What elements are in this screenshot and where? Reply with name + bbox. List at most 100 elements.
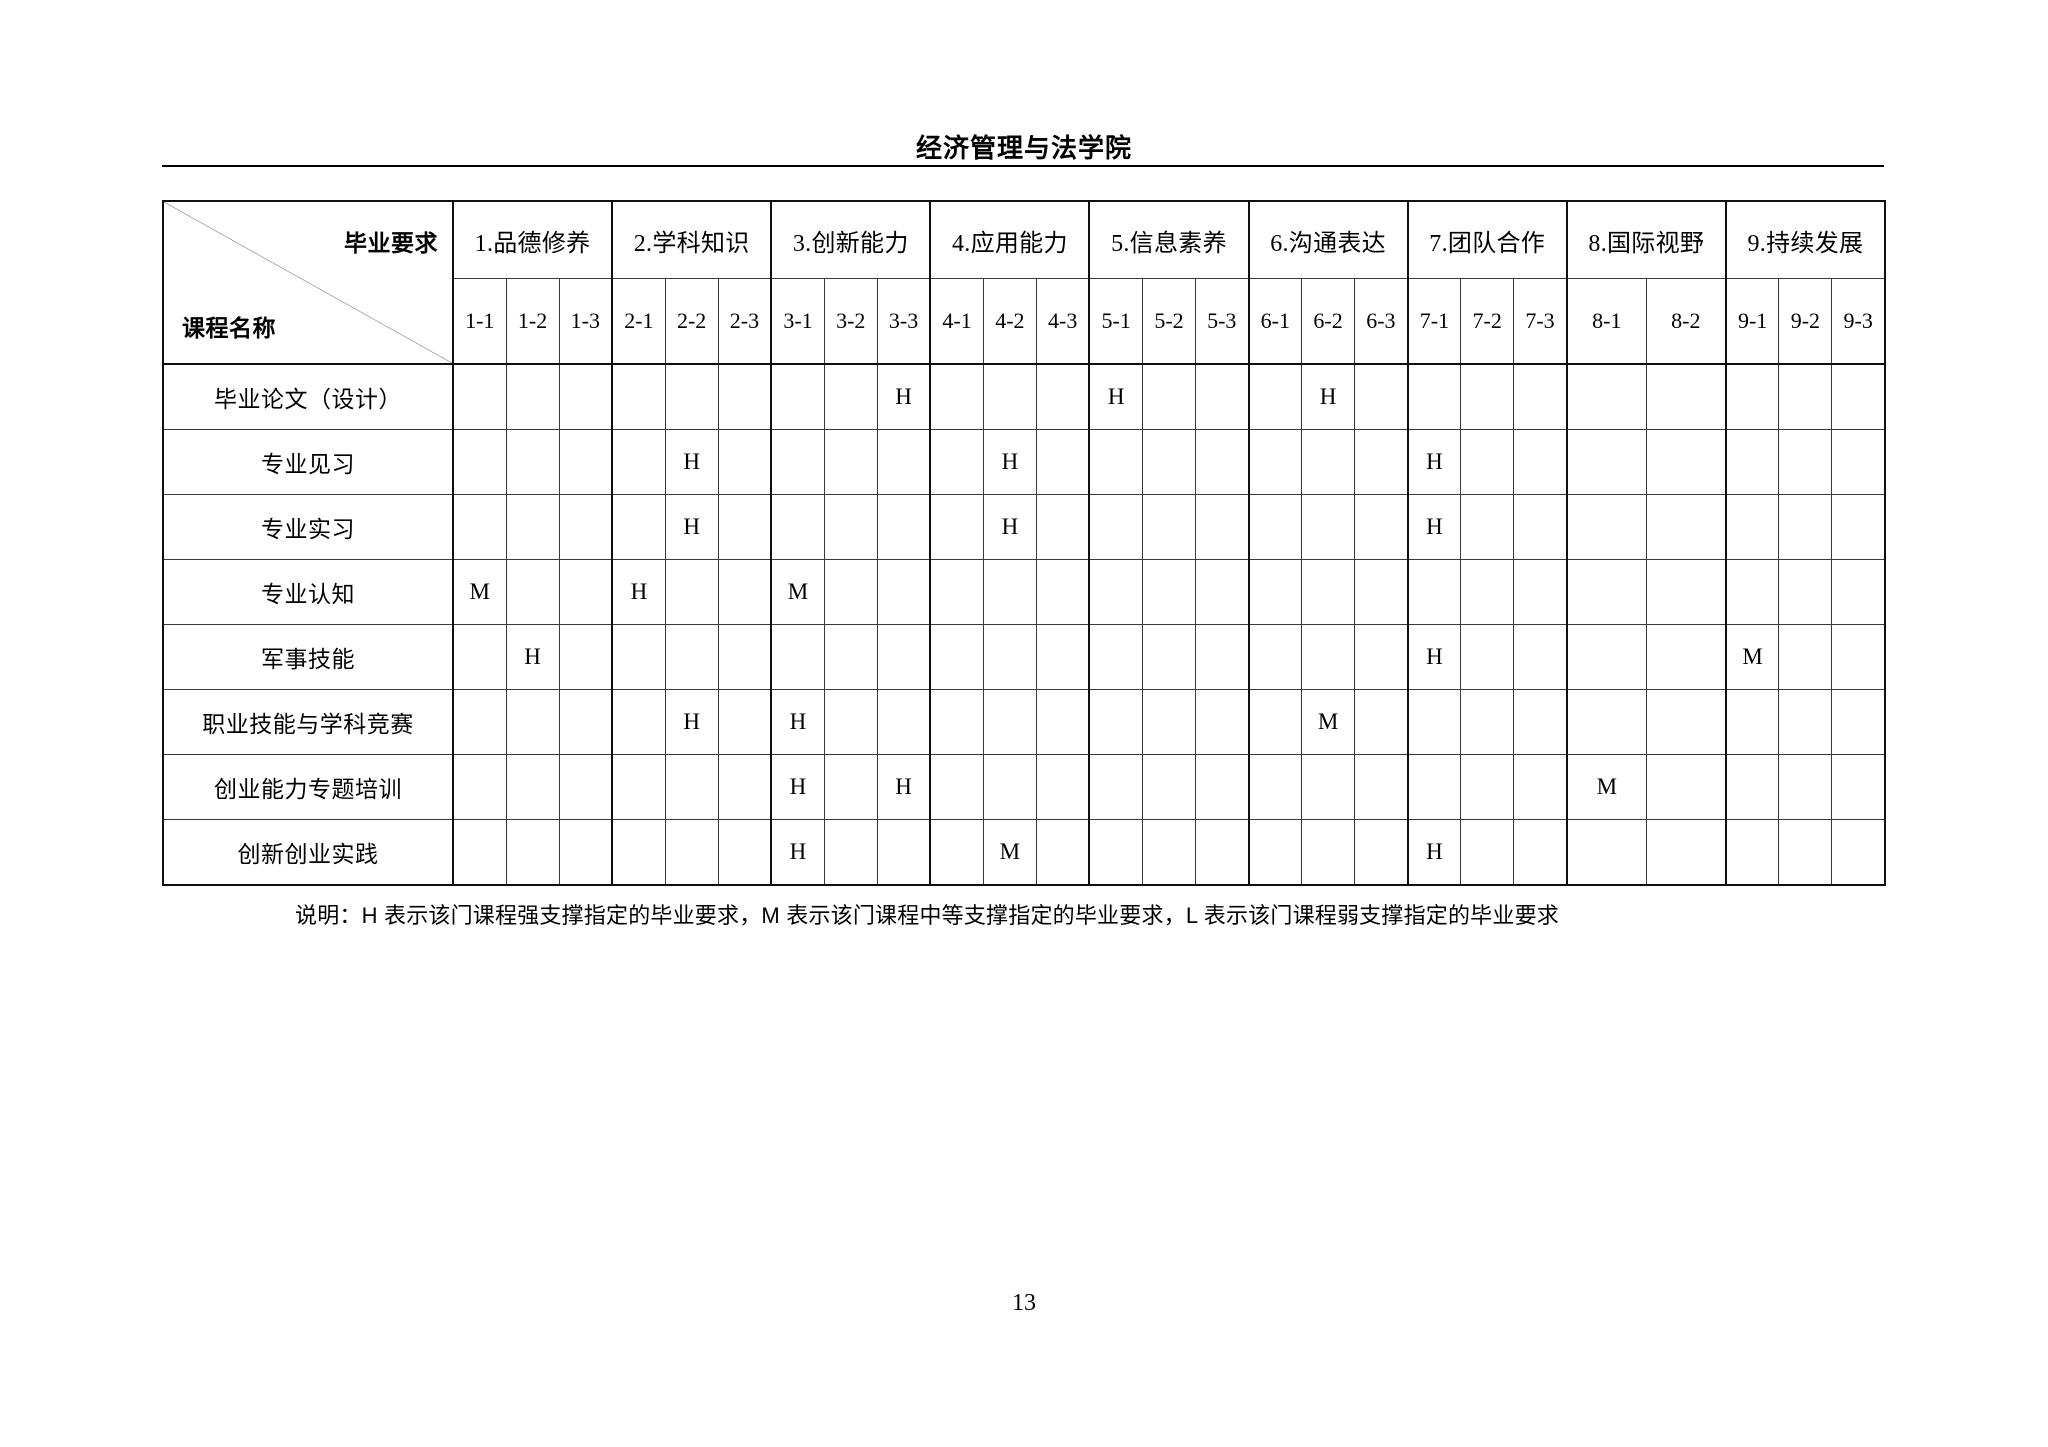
table-row: 军事技能 H H M — [162, 624, 1886, 690]
corner-requirement-label: 毕业要求 — [344, 230, 438, 256]
matrix-cell — [1513, 429, 1568, 495]
matrix-cell — [611, 429, 666, 495]
requirement-sub-header: 5-1 — [1088, 278, 1143, 365]
matrix-cell — [876, 624, 931, 690]
matrix-cell — [1460, 559, 1515, 625]
matrix-cell — [1141, 754, 1197, 820]
matrix-cell — [611, 819, 666, 886]
matrix-cell — [1513, 819, 1568, 886]
course-name-cell: 专业认知 — [162, 559, 454, 625]
matrix-cell — [558, 559, 613, 625]
matrix-cell: M — [1301, 689, 1356, 755]
requirement-sub-header: 9-2 — [1778, 278, 1833, 365]
matrix-cell — [558, 819, 613, 886]
matrix-cell — [1778, 559, 1833, 625]
matrix-cell — [664, 624, 719, 690]
matrix-cell — [823, 754, 878, 820]
matrix-cell — [452, 429, 507, 495]
matrix-cell — [1247, 363, 1303, 430]
matrix-cell — [558, 689, 613, 755]
diagonal-line-icon — [164, 202, 452, 363]
matrix-cell — [1035, 363, 1090, 430]
matrix-cell — [717, 559, 772, 625]
matrix-cell — [876, 559, 931, 625]
matrix-cell — [1645, 363, 1727, 430]
matrix-cell — [717, 819, 772, 886]
matrix-cell — [929, 689, 984, 755]
matrix-cell — [664, 559, 719, 625]
matrix-cell: H — [664, 689, 719, 755]
matrix-cell — [1831, 363, 1886, 430]
matrix-cell: H — [770, 819, 825, 886]
matrix-cell — [1141, 494, 1197, 560]
matrix-header-row-subs: 1-1 1-2 1-3 2-1 2-2 2-3 3-1 3-2 3-3 4-1 4-2 4-3 5-1 5… — [163, 278, 1886, 365]
matrix-cell — [929, 624, 984, 690]
matrix-cell — [823, 689, 878, 755]
matrix-cell — [1354, 494, 1409, 560]
matrix-cell — [1724, 559, 1780, 625]
requirement-sub-header: 9-1 — [1724, 278, 1780, 365]
matrix-cell — [1778, 624, 1833, 690]
matrix-cell — [1513, 494, 1568, 560]
matrix-cell — [664, 819, 719, 886]
matrix-cell — [1247, 494, 1303, 560]
corner-course-label: 课程名称 — [182, 315, 276, 341]
matrix-cell — [505, 819, 560, 886]
matrix-cell — [1194, 429, 1250, 495]
requirement-sub-header: 4-1 — [929, 278, 984, 365]
matrix-cell — [1645, 624, 1727, 690]
requirement-sub-header: 9-3 — [1831, 278, 1886, 365]
requirement-sub-header: 7-2 — [1460, 278, 1515, 365]
matrix-cell — [1354, 819, 1409, 886]
matrix-cell — [1354, 689, 1409, 755]
requirement-group-header: 2.学科知识 — [611, 200, 772, 279]
matrix-cell — [1088, 689, 1143, 755]
matrix-cell — [929, 754, 984, 820]
matrix-cell — [1831, 559, 1886, 625]
requirement-sub-header: 3-3 — [876, 278, 931, 365]
matrix-cell: H — [664, 429, 719, 495]
matrix-cell — [1406, 363, 1462, 430]
matrix-cell — [1354, 429, 1409, 495]
matrix-cell — [1301, 494, 1356, 560]
matrix-cell — [770, 363, 825, 430]
requirement-sub-header: 8-2 — [1645, 278, 1727, 365]
matrix-cell — [1778, 689, 1833, 755]
matrix-cell: M — [1724, 624, 1780, 690]
requirement-sub-header: 2-2 — [664, 278, 719, 365]
table-row: 毕业论文（设计） H H H — [162, 363, 1886, 430]
matrix-cell — [505, 559, 560, 625]
matrix-cell — [1460, 689, 1515, 755]
matrix-cell — [1513, 559, 1568, 625]
matrix-cell — [452, 819, 507, 886]
matrix-cell — [717, 689, 772, 755]
matrix-cell — [1831, 624, 1886, 690]
matrix-cell — [823, 363, 878, 430]
matrix-cell — [558, 494, 613, 560]
requirement-sub-header: 4-3 — [1035, 278, 1090, 365]
matrix-cell: H — [1088, 363, 1143, 430]
matrix-cell — [1565, 363, 1647, 430]
table-row: 职业技能与学科竞赛 H H M — [162, 689, 1886, 755]
matrix-cell — [717, 624, 772, 690]
requirement-group-header: 9.持续发展 — [1724, 200, 1886, 279]
matrix-cell — [1406, 754, 1462, 820]
matrix-cell — [823, 624, 878, 690]
requirement-sub-header: 3-2 — [823, 278, 878, 365]
matrix-cell — [1831, 494, 1886, 560]
matrix-cell — [1513, 754, 1568, 820]
requirement-sub-header: 5-2 — [1141, 278, 1197, 365]
matrix-cell — [1724, 689, 1780, 755]
matrix-cell — [1778, 363, 1833, 430]
course-name-cell: 毕业论文（设计） — [162, 363, 454, 430]
matrix-cell — [1141, 559, 1197, 625]
course-name-cell: 创新创业实践 — [162, 819, 454, 886]
matrix-cell — [1724, 819, 1780, 886]
matrix-cell — [611, 689, 666, 755]
matrix-cell — [1831, 689, 1886, 755]
matrix-cell — [929, 494, 984, 560]
requirement-group-header: 1.品德修养 — [452, 200, 613, 279]
matrix-cell — [1194, 363, 1250, 430]
requirement-group-header: 6.沟通表达 — [1247, 200, 1409, 279]
